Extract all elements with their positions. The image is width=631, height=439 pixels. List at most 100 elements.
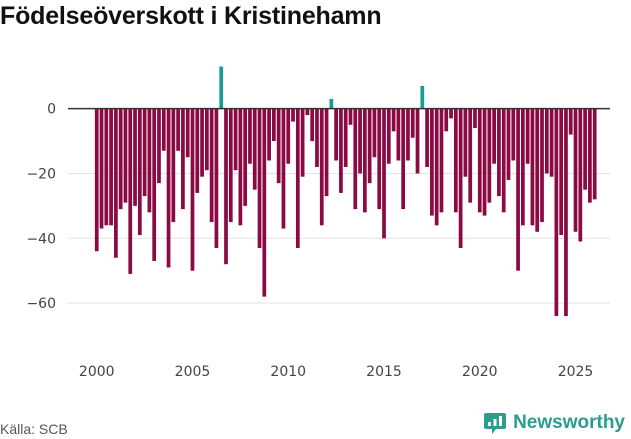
bar [583, 108, 587, 190]
bar [334, 108, 338, 161]
bar [415, 108, 420, 174]
bar [262, 108, 267, 297]
bar [104, 108, 109, 226]
x-tick-label: 2010 [270, 364, 306, 380]
bar [181, 108, 185, 210]
bar [434, 108, 439, 226]
bar [506, 108, 511, 180]
bar [516, 108, 520, 271]
bar [319, 108, 324, 226]
bar [458, 108, 463, 248]
bar [362, 108, 367, 213]
y-tick-label: −20 [26, 166, 56, 182]
bar [343, 108, 348, 167]
bar [142, 108, 147, 197]
bar [128, 108, 133, 274]
bar [286, 108, 291, 164]
bar [377, 108, 382, 210]
bar [477, 108, 482, 213]
bar [123, 108, 128, 203]
bar [554, 108, 559, 317]
x-tick-label: 2015 [366, 364, 402, 380]
bar [157, 108, 161, 184]
y-tick-label: 0 [47, 102, 56, 118]
bar [315, 108, 319, 167]
bar [224, 108, 228, 265]
bar [291, 108, 295, 122]
bar [219, 66, 224, 109]
bar [568, 108, 573, 135]
bar [367, 108, 372, 184]
source-label: Källa: SCB [0, 421, 68, 437]
bar [339, 108, 343, 193]
bar [99, 108, 104, 229]
bar [463, 108, 468, 177]
bar [564, 108, 568, 317]
bar [200, 108, 204, 177]
bar [195, 108, 200, 193]
bar [406, 108, 410, 161]
bar [348, 108, 353, 125]
bar [238, 108, 243, 226]
bar [133, 108, 137, 206]
bar [592, 108, 597, 200]
bar [171, 108, 176, 223]
brand-name: Newsworthy [513, 412, 625, 433]
bar [137, 108, 142, 236]
bar [391, 108, 396, 132]
newsworthy-logo-icon [484, 413, 507, 434]
bar [209, 108, 214, 223]
bar [453, 108, 458, 213]
bar [497, 108, 501, 197]
bar [420, 85, 425, 109]
bar [492, 108, 496, 164]
bar [276, 108, 281, 184]
bar [305, 108, 310, 116]
bar [473, 108, 477, 129]
bar [252, 108, 257, 190]
bar [386, 108, 391, 164]
bar [353, 108, 358, 210]
bar [501, 108, 506, 213]
bar [372, 108, 377, 158]
bar [204, 108, 209, 171]
y-tick-label: −40 [26, 231, 56, 247]
bar [525, 108, 530, 164]
bar [109, 108, 113, 226]
bar [300, 108, 305, 177]
bar [228, 108, 233, 223]
bar [248, 108, 252, 164]
bar [166, 108, 171, 268]
bar [94, 108, 99, 252]
bar [487, 108, 492, 203]
bar [190, 108, 195, 271]
bar [578, 108, 583, 242]
bar [588, 108, 592, 203]
bar [257, 108, 262, 248]
chart-title: Födelseöverskott i Kristinehamn [0, 2, 382, 30]
bar [233, 108, 238, 171]
x-tick-label: 2000 [79, 364, 115, 380]
bar [535, 108, 540, 232]
bar [468, 108, 473, 203]
bar [272, 108, 276, 142]
x-tick-label: 2005 [175, 364, 211, 380]
brand-logo: Newsworthy [483, 411, 625, 435]
bar [161, 108, 166, 151]
bar [243, 108, 248, 206]
bar [444, 108, 449, 132]
bar [152, 108, 157, 261]
bar [425, 108, 429, 167]
bar [147, 108, 152, 213]
bar [482, 108, 487, 216]
bar [295, 108, 300, 248]
bar [530, 108, 535, 226]
bar [214, 108, 219, 248]
bar [358, 108, 362, 174]
bar [511, 108, 516, 161]
bar [310, 108, 315, 142]
bar [559, 108, 564, 236]
bar [401, 108, 406, 210]
x-tick-label: 2025 [558, 364, 594, 380]
bar [544, 108, 549, 174]
